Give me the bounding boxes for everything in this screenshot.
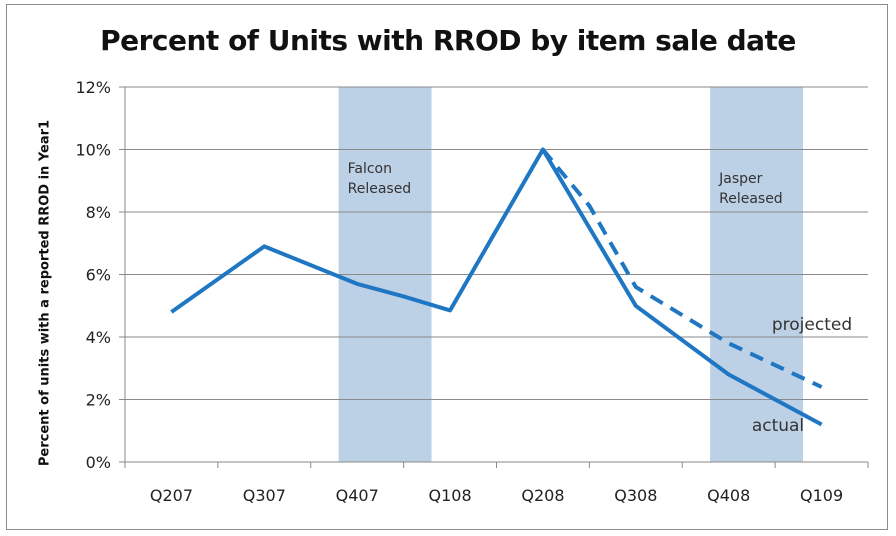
x-tick-label: Q207	[150, 486, 193, 505]
band-label-line: Jasper	[718, 171, 763, 187]
x-tick-label: Q109	[800, 486, 843, 505]
x-tick-label: Q108	[428, 486, 471, 505]
x-tick-label: Q308	[614, 486, 657, 505]
x-tick-label: Q208	[521, 486, 564, 505]
series-projected-line	[541, 148, 823, 389]
y-tick-label: 8%	[86, 203, 111, 222]
chart-title: Percent of Units with RROD by item sale …	[100, 24, 796, 57]
y-tick-label: 12%	[75, 78, 111, 97]
series-label-projected: projected	[772, 315, 852, 335]
band-label-line: Released	[719, 191, 783, 207]
band-label-1: Jasper Released	[718, 171, 783, 207]
x-tick-label: Q408	[707, 486, 750, 505]
y-tick-label: 6%	[86, 266, 111, 285]
band-label-0: Falcon Released	[348, 161, 412, 197]
x-tick-label: Q307	[243, 486, 286, 505]
band-label-line: Falcon	[348, 161, 392, 177]
band-label-line: Released	[348, 181, 412, 197]
y-tick-label: 2%	[86, 391, 111, 410]
x-tick-label: Q407	[336, 486, 379, 505]
y-tick-label: 4%	[86, 328, 111, 347]
series-actual-line	[170, 147, 823, 427]
y-tick-label: 0%	[86, 453, 111, 472]
series-label-actual: actual	[752, 416, 804, 436]
y-tick-label: 10%	[75, 141, 111, 160]
